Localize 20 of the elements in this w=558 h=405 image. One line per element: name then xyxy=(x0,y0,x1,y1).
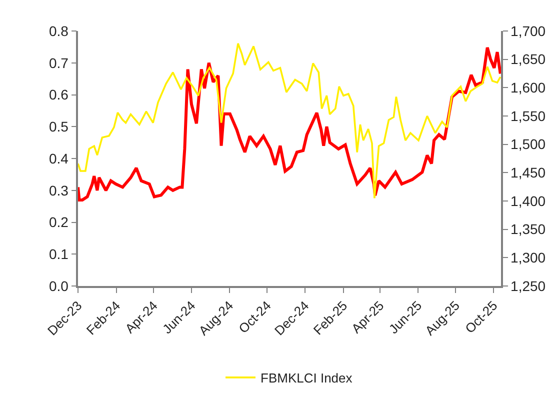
y-tick-label: 0.0 xyxy=(48,278,69,294)
y-tick-label: 0.6 xyxy=(48,86,69,103)
y2-tick-label: 1,350 xyxy=(510,221,546,238)
y2-tick-label: 1,650 xyxy=(510,51,546,68)
y-tick-label: 0.8 xyxy=(48,22,69,39)
y-tick-label: 0.1 xyxy=(48,246,69,262)
y2-tick-label: 1,600 xyxy=(510,80,546,96)
y-tick-label: 0.3 xyxy=(48,182,69,198)
y2-tick-label: 1,300 xyxy=(510,250,546,266)
y-tick-label: 0.4 xyxy=(48,150,69,166)
y2-tick-label: 1,400 xyxy=(510,192,546,209)
y2-tick-label: 1,500 xyxy=(510,136,546,152)
y-tick-label: 0.7 xyxy=(48,54,69,71)
y-tick-label: 0.5 xyxy=(48,118,69,135)
y-tick-label: 0.2 xyxy=(48,214,69,230)
legend-label: FBMKLCI Index xyxy=(260,370,353,386)
y2-tick-label: 1,700 xyxy=(510,22,546,39)
y2-tick-label: 1,450 xyxy=(510,164,546,181)
y2-tick-label: 1,550 xyxy=(510,108,546,124)
y2-tick-label: 1,250 xyxy=(510,278,546,294)
